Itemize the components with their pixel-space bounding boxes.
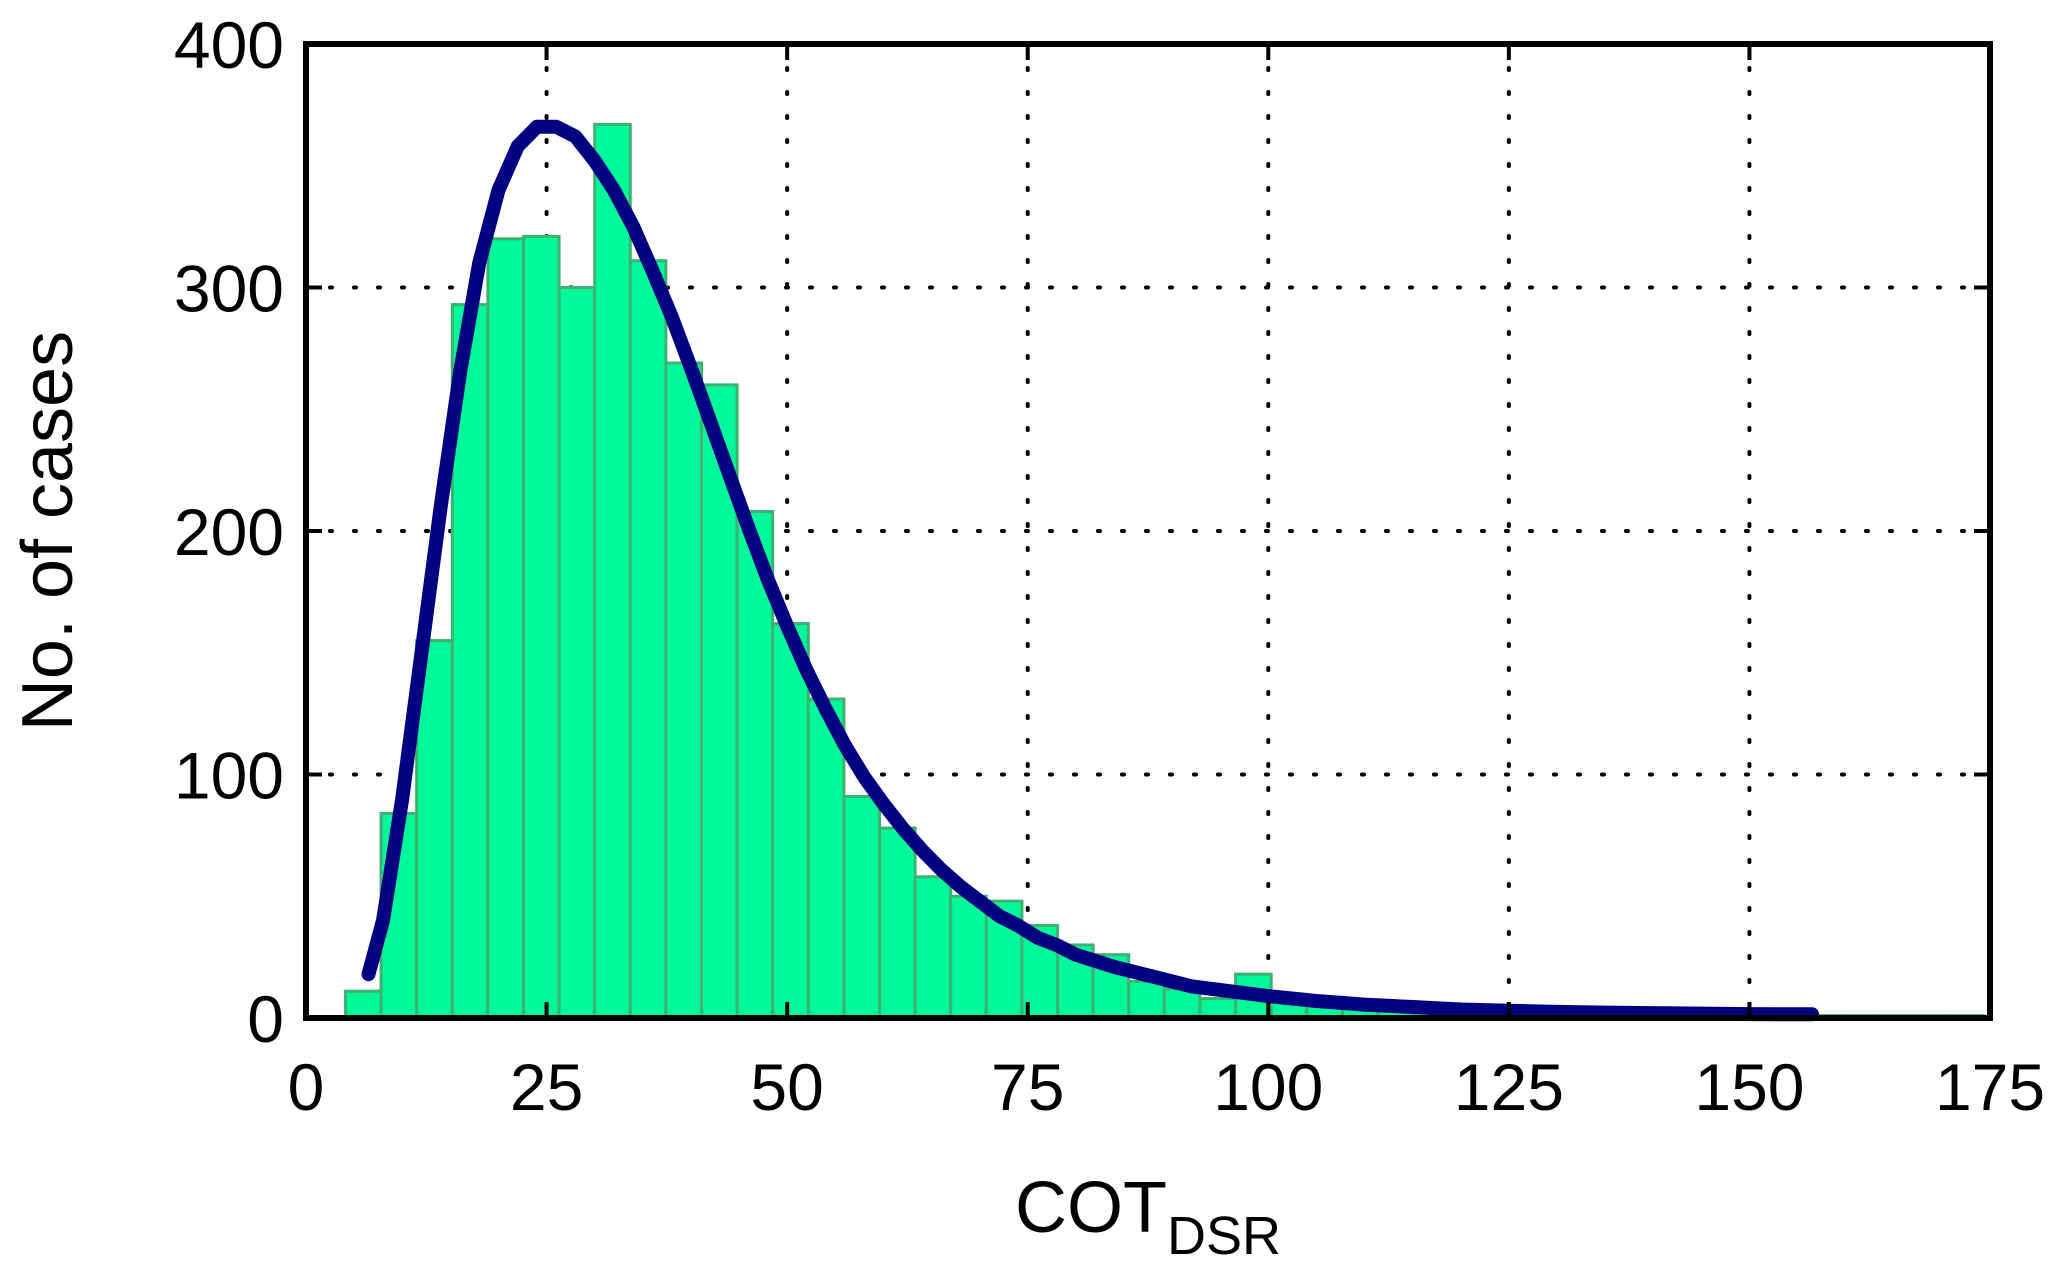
y-tick-label: 400 xyxy=(174,8,284,82)
fitted-distribution-curve xyxy=(361,119,1819,1022)
histogram-bar xyxy=(593,122,632,1020)
y-axis-label: No. of cases xyxy=(8,331,88,731)
x-axis-label: COTDSR xyxy=(1015,1168,1281,1266)
x-tick-label: 25 xyxy=(510,1050,583,1124)
x-tick-label: 50 xyxy=(750,1050,823,1124)
histogram-bar xyxy=(557,286,597,1020)
y-tick-label: 300 xyxy=(174,252,284,326)
x-tick-label: 100 xyxy=(1213,1050,1323,1124)
histogram-bar xyxy=(878,826,917,1020)
histogram-bars xyxy=(343,122,1985,1020)
histogram-bar xyxy=(415,639,454,1020)
histogram-bar xyxy=(842,794,882,1020)
x-tick-label: 175 xyxy=(1935,1050,2045,1124)
axis-ticks xyxy=(304,42,1992,1020)
x-tick-label: 150 xyxy=(1694,1050,1804,1124)
histogram-bar xyxy=(486,237,525,1020)
histogram-bar xyxy=(913,875,953,1020)
y-tick-label: 200 xyxy=(174,495,284,569)
x-tick-label: 125 xyxy=(1454,1050,1564,1124)
histogram-bar xyxy=(1127,979,1166,1020)
histogram-bar xyxy=(343,989,383,1020)
y-tick-label: 100 xyxy=(174,739,284,813)
histogram-bar xyxy=(521,234,561,1020)
histogram-bar xyxy=(949,894,988,1020)
y-tick-label: 0 xyxy=(247,982,284,1056)
y-tick-labels: 0 100 200 300 400 xyxy=(174,8,284,1056)
x-axis-label-subscript: DSR xyxy=(1167,1206,1281,1266)
histogram-bar xyxy=(628,259,668,1020)
x-tick-label: 0 xyxy=(288,1050,325,1124)
histogram-bar xyxy=(771,622,810,1020)
x-tick-label: 75 xyxy=(991,1050,1064,1124)
x-axis-label-main: COT xyxy=(1015,1168,1167,1248)
x-tick-labels: 0 25 50 75 100 125 150 175 xyxy=(288,1050,2045,1124)
histogram-bar xyxy=(664,361,703,1020)
grid-lines xyxy=(304,42,1992,1020)
